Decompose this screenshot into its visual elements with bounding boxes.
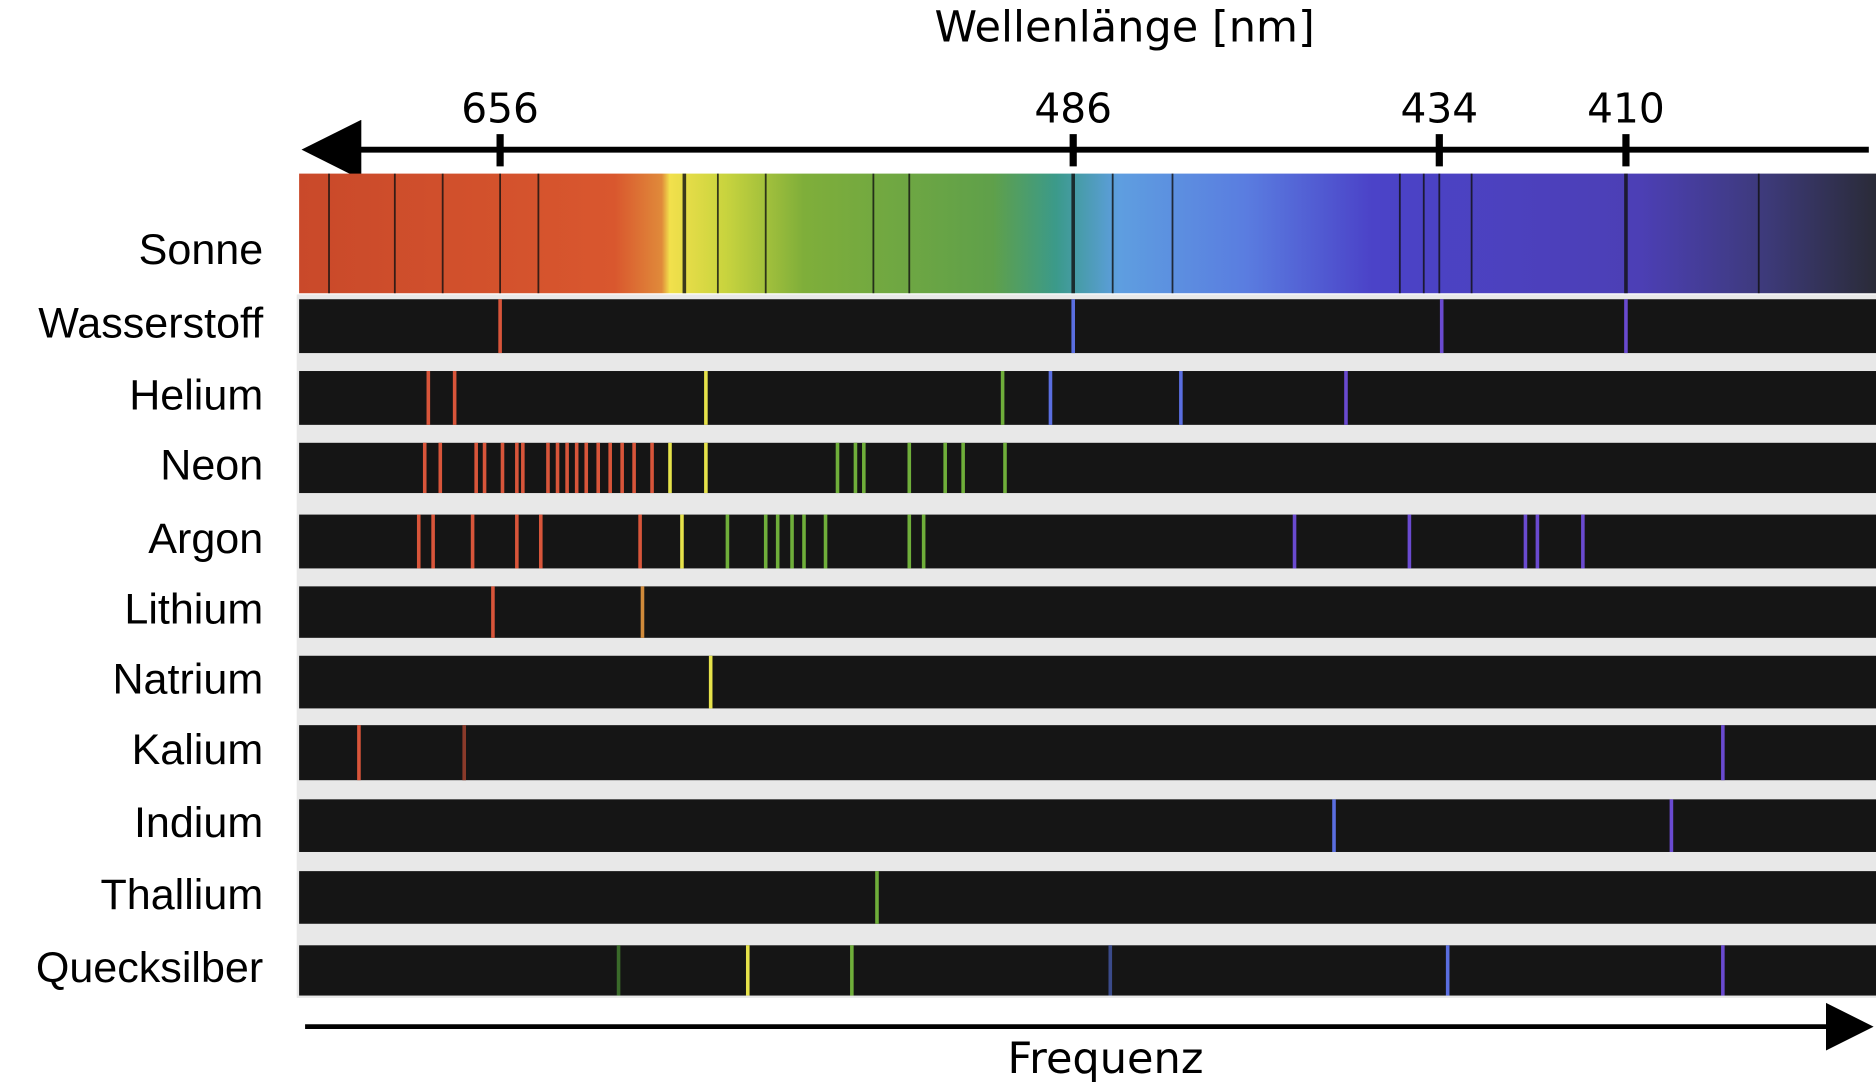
row-label: Neon — [160, 441, 263, 489]
emission-band — [299, 371, 1876, 425]
row-label: Thallium — [100, 871, 263, 919]
row-label: Natrium — [112, 655, 263, 703]
tick-label: 434 — [1400, 84, 1478, 132]
sun-spectrum — [299, 174, 1876, 294]
emission-band — [299, 799, 1876, 852]
emission-band — [299, 656, 1876, 709]
emission-band — [299, 725, 1876, 780]
row-label: Wasserstoff — [38, 300, 264, 348]
row-label: Sonne — [139, 226, 264, 274]
tick-label: 410 — [1587, 84, 1665, 132]
emission-band — [299, 299, 1876, 353]
row-label: Indium — [134, 799, 263, 847]
spectra-figure: Wellenlänge [nm] Frequenz 656 486 434 410 So… — [0, 0, 1876, 1089]
row-label: Lithium — [124, 585, 263, 633]
bottom-label: Frequenz — [1008, 1034, 1204, 1084]
tick-label: 486 — [1034, 84, 1112, 132]
axis-title: Wellenlänge [nm] — [935, 3, 1315, 53]
row-label: Argon — [148, 515, 263, 563]
emission-band — [299, 871, 1876, 924]
emission-band — [299, 586, 1876, 637]
row-label: Kalium — [132, 726, 264, 774]
row-label: Helium — [129, 371, 263, 419]
emission-band — [299, 515, 1876, 569]
tick-label: 656 — [461, 84, 539, 132]
emission-band — [299, 443, 1876, 493]
row-label: Quecksilber — [36, 944, 263, 992]
emission-band — [299, 945, 1876, 995]
